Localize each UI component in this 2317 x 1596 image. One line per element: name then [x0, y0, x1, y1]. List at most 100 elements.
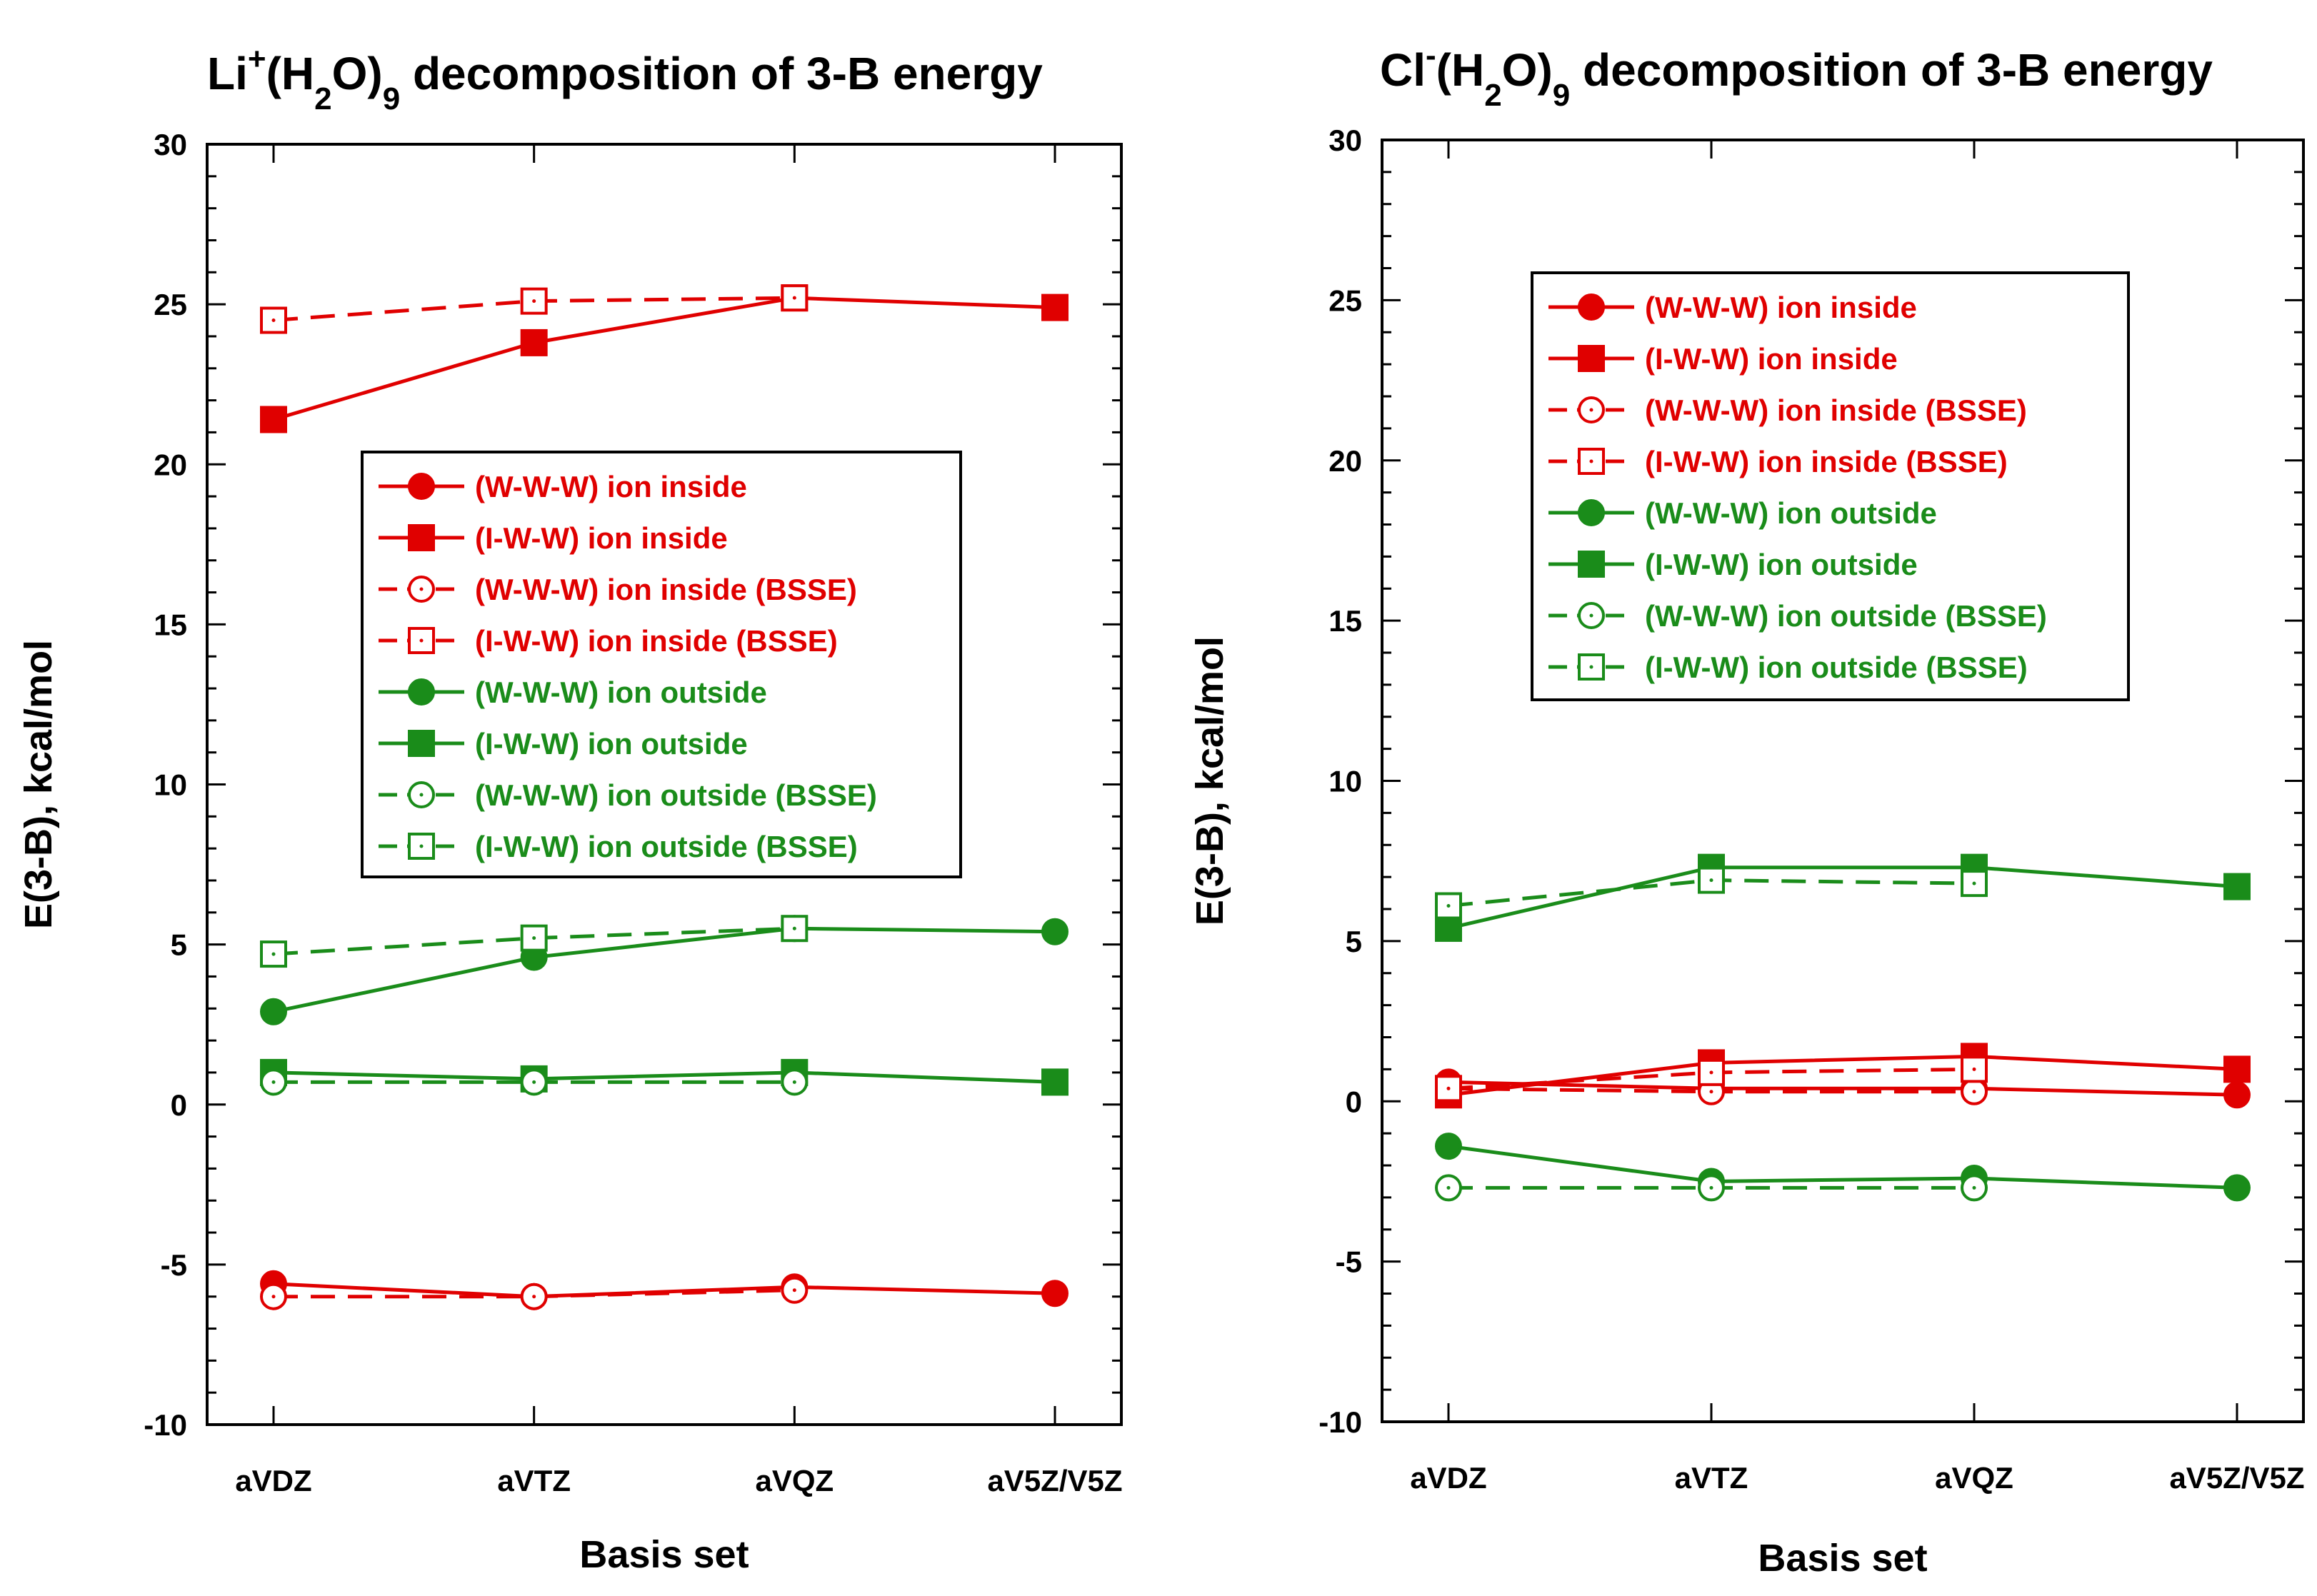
- y-tick-label: 5: [171, 928, 187, 962]
- title-part: O): [332, 48, 383, 99]
- legend-marker-center-dot: [1589, 459, 1593, 463]
- series-i-w-w-ion-outside: [260, 1058, 1069, 1096]
- data-point-center-dot: [792, 926, 796, 930]
- legend-label: (W-W-W) ion inside (BSSE): [475, 573, 857, 606]
- series-i-w-w-ion-outside-bsse: [260, 915, 809, 968]
- data-point: [1041, 293, 1069, 321]
- data-point: [260, 998, 287, 1025]
- legend-entry: (W-W-W) ion inside: [379, 470, 747, 503]
- legend-label: (W-W-W) ion inside: [475, 470, 747, 503]
- legend-label: (W-W-W) ion outside: [475, 676, 767, 709]
- data-point-center-dot: [271, 1080, 276, 1084]
- x-axis-label: Basis set: [579, 1533, 749, 1576]
- legend-entry: (W-W-W) ion inside (BSSE): [1548, 393, 2027, 427]
- x-tick-label: aVQZ: [755, 1464, 834, 1497]
- title-part: 2: [314, 81, 331, 116]
- data-point-center-dot: [1709, 878, 1713, 883]
- legend-label: (W-W-W) ion outside: [1645, 496, 1937, 530]
- series-line: [1448, 1080, 2238, 1097]
- y-tick-label: -10: [144, 1408, 187, 1442]
- title-part: (H: [1436, 44, 1485, 96]
- series-i-w-w-ion-inside: [1435, 1043, 2251, 1109]
- title-part: +: [248, 41, 266, 76]
- legend-entry: (I-W-W) ion inside: [379, 521, 728, 555]
- legend-label: (I-W-W) ion outside: [1645, 548, 1918, 581]
- y-tick-label: 25: [154, 288, 187, 321]
- y-tick-label: 5: [1346, 925, 1362, 958]
- legend-marker-center-dot: [419, 844, 424, 848]
- series-line: [273, 296, 1056, 421]
- legend-label: (W-W-W) ion outside (BSSE): [475, 778, 877, 812]
- title-part: 9: [1553, 78, 1570, 113]
- data-point: [1041, 1280, 1069, 1308]
- data-point: [520, 328, 548, 356]
- legend-label: (W-W-W) ion outside (BSSE): [1645, 599, 2047, 633]
- x-tick-label: aVTZ: [1675, 1461, 1748, 1495]
- data-point-center-dot: [271, 318, 276, 323]
- y-tick-label: 10: [154, 768, 187, 802]
- legend-entry: (I-W-W) ion outside (BSSE): [1548, 651, 2028, 684]
- legend-label: (I-W-W) ion outside: [475, 727, 748, 761]
- x-tick-label: aVDZ: [235, 1464, 311, 1497]
- legend-marker: [408, 730, 435, 757]
- y-tick-label: 15: [1328, 604, 1362, 638]
- legend-entry: (W-W-W) ion inside: [1548, 291, 1917, 324]
- series-line: [1448, 865, 2238, 930]
- data-point: [260, 406, 287, 433]
- legend-entry: (W-W-W) ion outside: [379, 676, 767, 709]
- series-w-w-w-ion-inside-bsse: [260, 1276, 809, 1310]
- series-line: [273, 926, 1056, 1014]
- data-point-center-dot: [792, 1288, 796, 1293]
- y-tick-label: 30: [1328, 124, 1362, 157]
- legend-entry: (W-W-W) ion outside: [1548, 496, 1937, 530]
- series-w-w-w-ion-inside: [1435, 1068, 2251, 1109]
- y-tick-label: 15: [154, 608, 187, 641]
- legend-label: (I-W-W) ion inside: [475, 521, 728, 555]
- y-tick-label: 0: [171, 1088, 187, 1122]
- title-part: O): [1502, 44, 1553, 96]
- data-point-center-dot: [1446, 1185, 1451, 1190]
- legend-label: (W-W-W) ion inside: [1645, 291, 1917, 324]
- data-point-center-dot: [1709, 1070, 1713, 1075]
- legend-label: (I-W-W) ion outside (BSSE): [1645, 651, 2028, 684]
- y-tick-label: 30: [154, 128, 187, 161]
- x-axis-label: Basis set: [1758, 1537, 1927, 1580]
- legend-marker: [1578, 345, 1605, 372]
- series-i-w-w-ion-inside: [260, 284, 1069, 433]
- data-point-center-dot: [1446, 1086, 1451, 1090]
- data-point-center-dot: [1446, 904, 1451, 908]
- chart-1: Li+(H2O)9 decomposition of 3-B energy -10…: [17, 41, 1123, 1576]
- legend-entry: (I-W-W) ion inside: [1548, 342, 1898, 376]
- legend-marker: [1578, 551, 1605, 578]
- legend-marker: [408, 678, 435, 706]
- y-tick-label: -10: [1318, 1405, 1362, 1439]
- data-point: [2223, 1174, 2251, 1202]
- y-tick-label: 10: [1328, 765, 1362, 798]
- chart-title: Li+(H2O)9 decomposition of 3-B energy: [207, 41, 1043, 116]
- y-axis-label: E(3-B), kcal/mol: [1188, 636, 1231, 925]
- legend-entry: (I-W-W) ion outside: [1548, 548, 1918, 581]
- series-line: [1448, 1144, 2238, 1190]
- y-tick-label: 20: [1328, 444, 1362, 478]
- data-point-center-dot: [1972, 1067, 1976, 1071]
- chart-2: Cl-(H2O)9 decomposition of 3-B energy-10…: [1188, 38, 2305, 1580]
- title-part: Cl: [1380, 44, 1426, 96]
- legend-entry: (I-W-W) ion inside (BSSE): [379, 624, 838, 658]
- series-w-w-w-ion-inside: [260, 1270, 1069, 1310]
- title-part: decomposition of 3-B energy: [400, 48, 1043, 99]
- data-point-center-dot: [532, 1295, 536, 1299]
- data-point: [2223, 1081, 2251, 1109]
- data-point-center-dot: [532, 1080, 536, 1084]
- data-point-center-dot: [1972, 1090, 1976, 1094]
- series-i-w-w-ion-outside: [1435, 853, 2251, 942]
- series-i-w-w-ion-inside-bsse: [260, 284, 809, 334]
- y-tick-label: 25: [1328, 283, 1362, 317]
- legend-entry: (I-W-W) ion outside (BSSE): [379, 830, 858, 863]
- data-point-center-dot: [1972, 881, 1976, 885]
- x-tick-label: aVDZ: [1410, 1461, 1486, 1495]
- data-point-center-dot: [1709, 1090, 1713, 1094]
- title-part: decomposition of 3-B energy: [1570, 44, 2213, 96]
- series-w-w-w-ion-outside: [1435, 1133, 2251, 1202]
- legend-box: [361, 451, 962, 878]
